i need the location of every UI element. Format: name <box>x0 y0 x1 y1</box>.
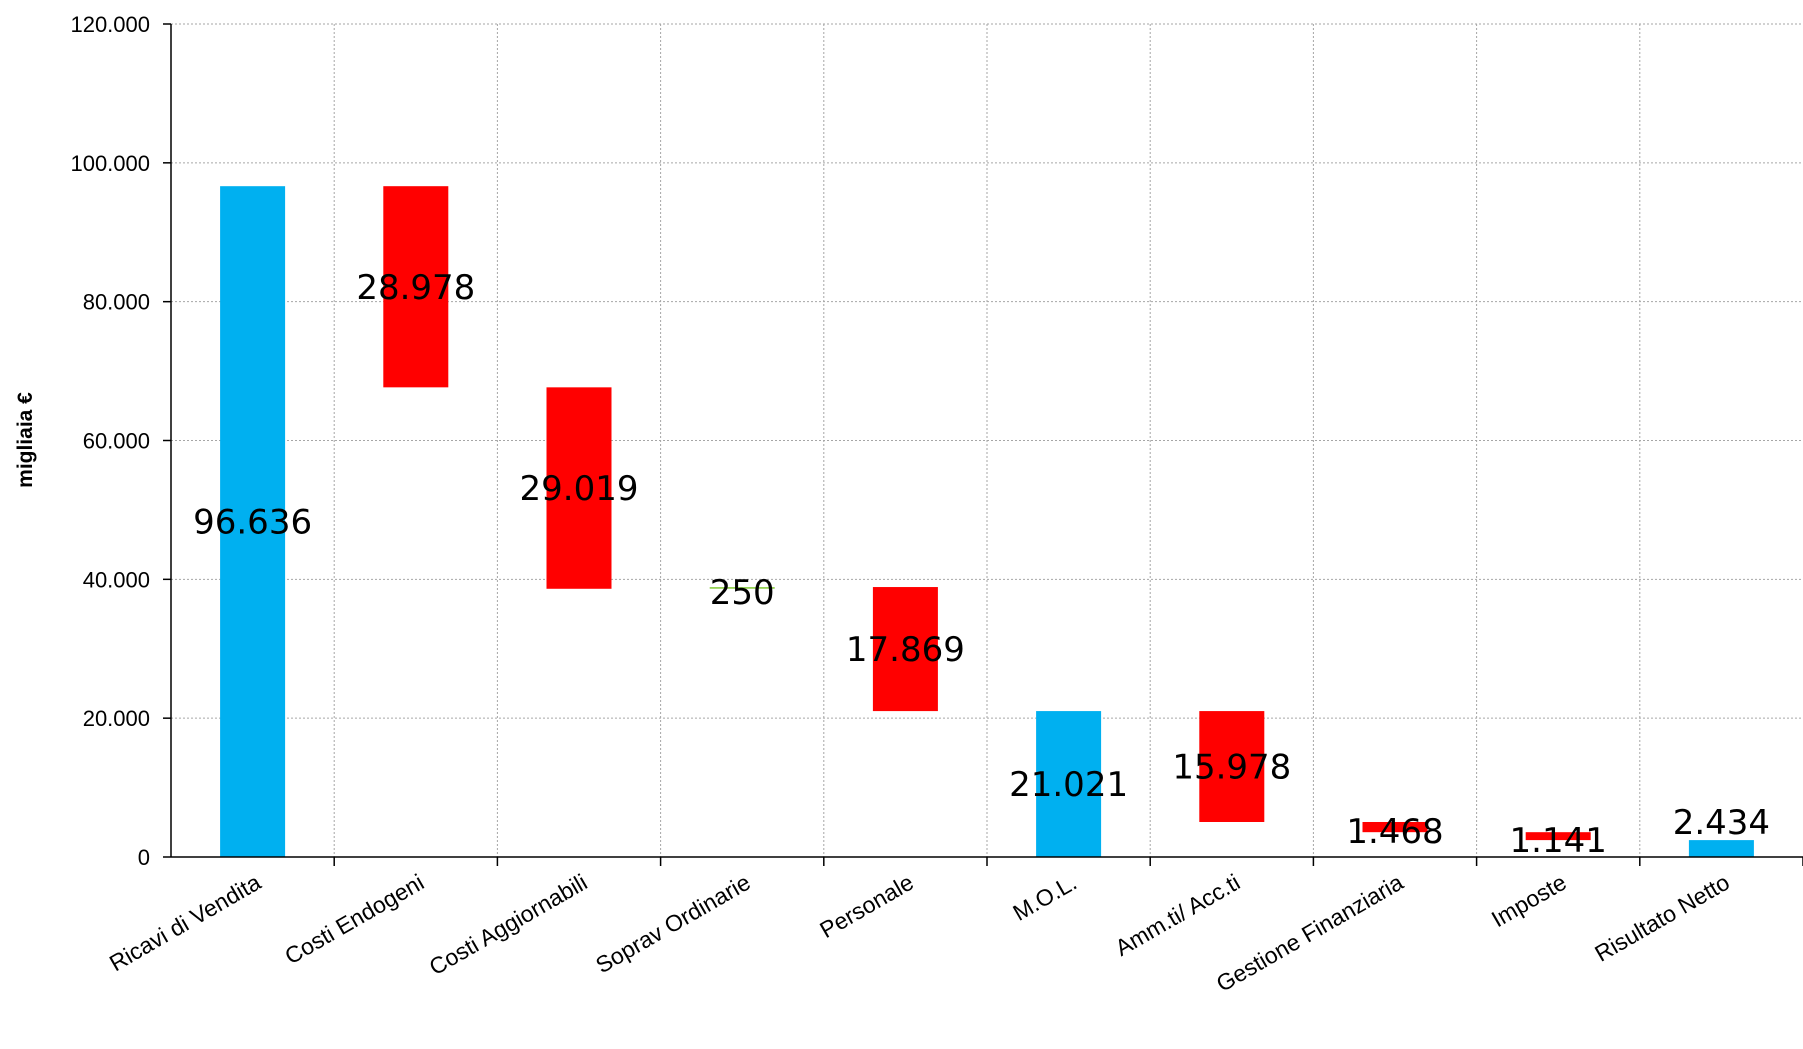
data-label: 2.434 <box>1673 803 1770 843</box>
data-label: 250 <box>710 573 775 613</box>
bar-total <box>1688 840 1754 857</box>
y-tick-label: 120.000 <box>70 12 150 37</box>
y-tick-label: 40.000 <box>83 567 150 592</box>
data-label: 28.978 <box>356 268 475 308</box>
y-tick-label: 100.000 <box>70 151 150 176</box>
bar-increase <box>709 587 775 589</box>
x-tick-label: Imposte <box>1487 869 1571 932</box>
y-tick-labels: 0 20.000 40.000 60.000 80.000 100.000 120.000 <box>70 12 150 870</box>
data-labels: 96.636 28.978 29.019 250 17.869 21.021 15.978 1… <box>193 268 1770 861</box>
bar-decrease <box>383 186 449 388</box>
bars <box>220 186 1754 857</box>
x-tick-label: Costi Endogeni <box>280 869 428 970</box>
bar-decrease <box>1362 821 1428 833</box>
data-label: 17.869 <box>846 630 965 670</box>
gridlines <box>171 23 1803 857</box>
bar-decrease <box>1199 711 1265 822</box>
bar-decrease <box>546 387 612 589</box>
bar-decrease <box>1525 832 1591 841</box>
data-label: 15.978 <box>1172 748 1291 788</box>
bar-total <box>1036 711 1102 857</box>
data-label: 1.141 <box>1510 821 1607 861</box>
x-tick-label: Risultato Netto <box>1590 869 1734 967</box>
x-tick-label: Personale <box>815 869 918 943</box>
y-tick-label: 20.000 <box>83 706 150 731</box>
data-label: 96.636 <box>193 503 312 543</box>
axes <box>163 23 1803 866</box>
x-tick-label: Soprav Ordinarie <box>591 869 755 978</box>
bar-decrease <box>872 587 938 712</box>
y-tick-label: 0 <box>138 845 150 870</box>
y-tick-label: 80.000 <box>83 290 150 315</box>
x-tick-label: Ricavi di Vendita <box>105 869 265 977</box>
y-tick-label: 60.000 <box>83 429 150 454</box>
x-tick-label: Costi Aggiornabili <box>425 869 592 980</box>
data-label: 1.468 <box>1346 812 1443 852</box>
y-axis-label: migliaia € <box>14 392 37 488</box>
x-tick-label: Amm.ti/ Acc.ti <box>1111 869 1245 961</box>
data-label: 29.019 <box>520 469 639 509</box>
x-tick-label: M.O.L. <box>1008 869 1081 926</box>
data-label: 21.021 <box>1009 765 1128 805</box>
bar-total <box>220 186 286 857</box>
